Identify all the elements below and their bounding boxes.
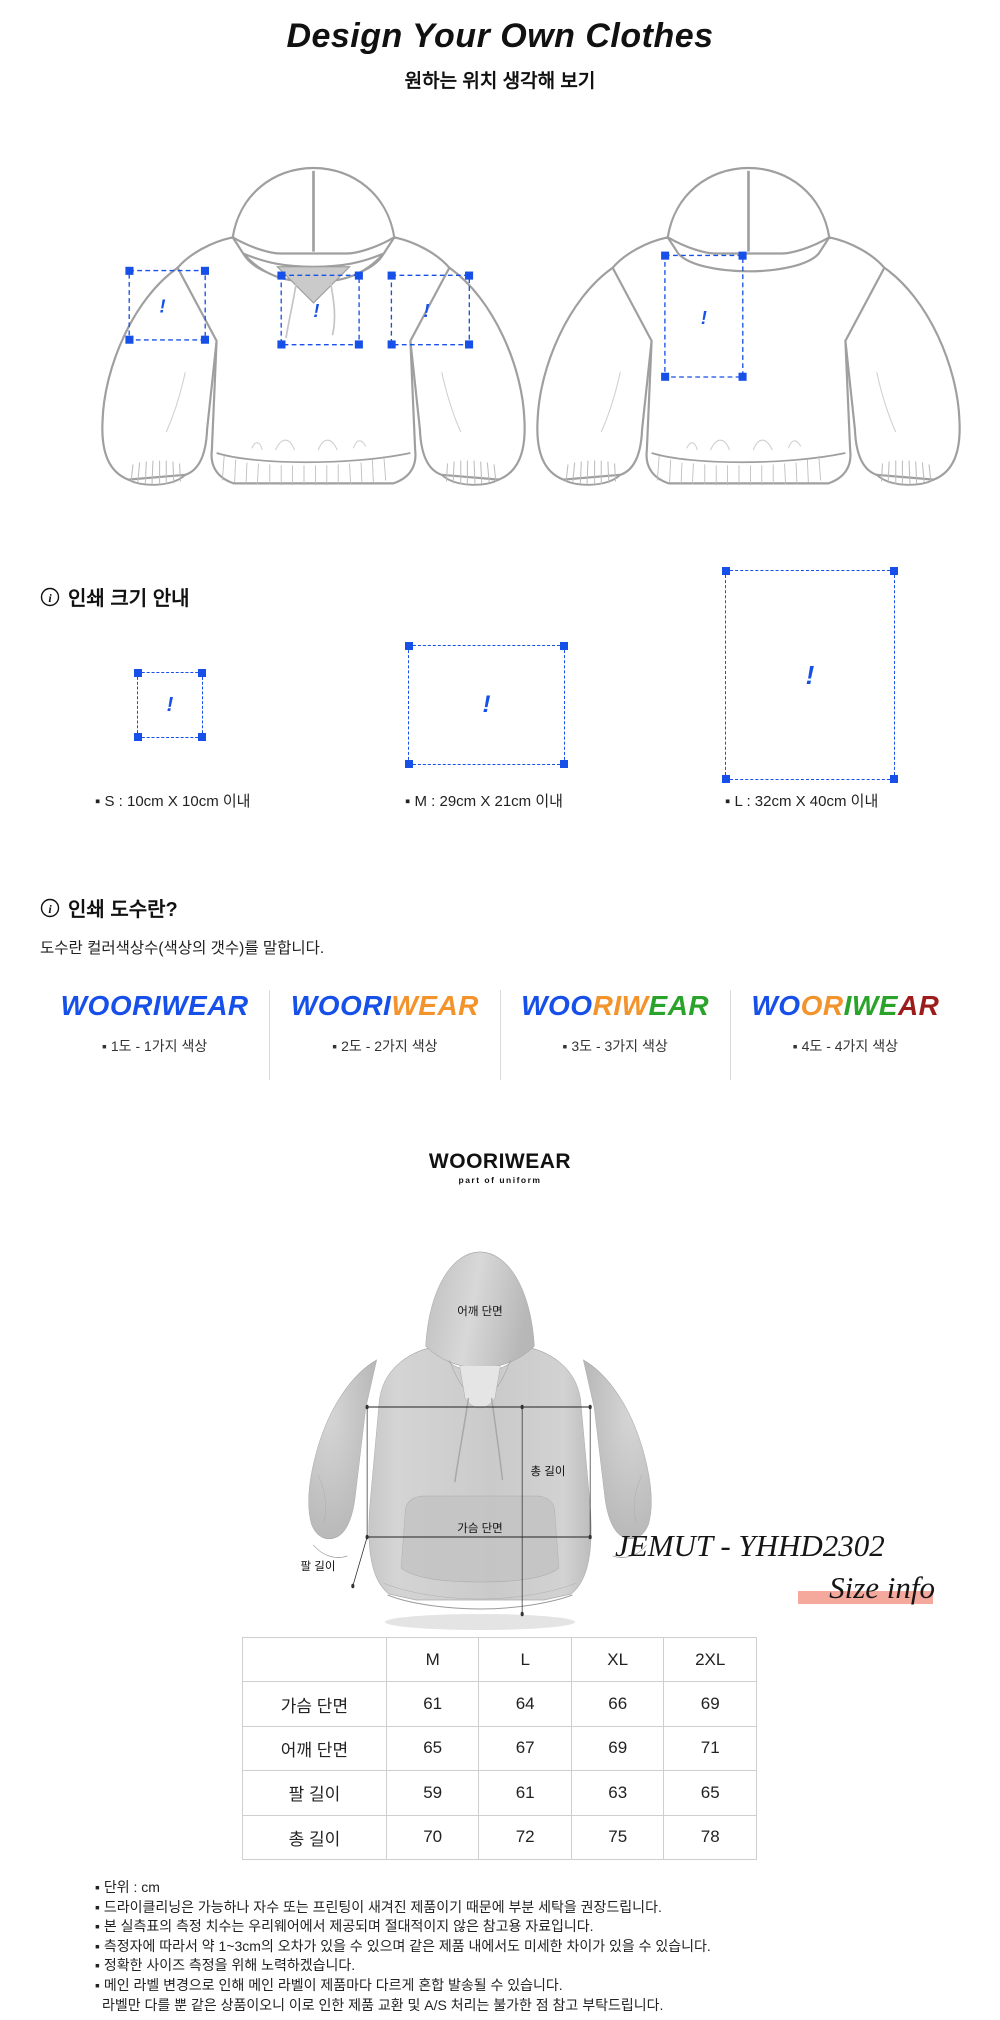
svg-text:총 길이: 총 길이 <box>531 1465 566 1478</box>
svg-text:!: ! <box>313 301 319 321</box>
svg-text:!: ! <box>701 308 707 328</box>
svg-text:어깨 단면: 어깨 단면 <box>457 1305 503 1318</box>
svg-text:i: i <box>48 591 52 605</box>
svg-text:i: i <box>48 902 52 916</box>
svg-text:팔 길이: 팔 길이 <box>301 1559 336 1573</box>
svg-text:!: ! <box>159 296 165 316</box>
svg-text:가슴 단면: 가슴 단면 <box>457 1522 503 1535</box>
svg-text:!: ! <box>424 301 430 321</box>
